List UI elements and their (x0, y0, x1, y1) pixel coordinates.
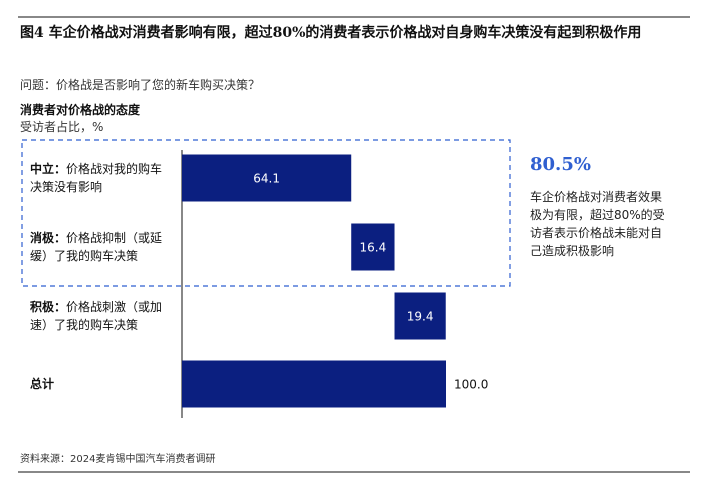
axis-unit: 受访者占比，% (20, 120, 104, 134)
highlight-box (21, 139, 511, 287)
bar (351, 223, 395, 271)
chart-title: 图4 车企价格战对消费者影响有限，超过80%的消费者表示价格战对自身购车决策没有… (20, 25, 642, 41)
category-label: 消极：价格战抑制（或延缓）了我的购车决策 (30, 229, 170, 265)
value-label: 100.0 (454, 378, 488, 392)
bar (182, 154, 352, 202)
subtitle: 问题：价格战是否影响了您的新车购买决策？ (20, 78, 261, 92)
category-note: 价格战刺激（或加速）了我的购车决策 (30, 300, 163, 332)
highlight-value: 80.5% (530, 154, 591, 175)
category-name: 积极： (30, 300, 67, 314)
source: 资料来源：2024麦肯锡中国汽车消费者调研 (20, 454, 216, 465)
category-label: 积极：价格战刺激（或加速）了我的购车决策 (30, 298, 170, 334)
category-name: 消极： (30, 231, 67, 245)
category-note: 价格战对我的购车决策没有影响 (30, 162, 163, 194)
value-label: 19.4 (407, 310, 434, 324)
value-label: 64.1 (253, 172, 280, 186)
axis-title: 消费者对价格战的态度 (20, 103, 141, 117)
category-note: 价格战抑制（或延缓）了我的购车决策 (30, 231, 163, 263)
bar (182, 360, 446, 408)
value-label: 16.4 (360, 241, 387, 255)
bar (394, 292, 446, 340)
category-label: 中立：价格战对我的购车决策没有影响 (30, 160, 170, 196)
category-label: 总计 (30, 375, 170, 393)
category-name: 总计 (30, 377, 55, 391)
category-name: 中立： (30, 162, 67, 176)
highlight-note: 车企价格战对消费者效果极为有限，超过80%的受访者表示价格战未能对自己造成积极影… (530, 190, 665, 258)
